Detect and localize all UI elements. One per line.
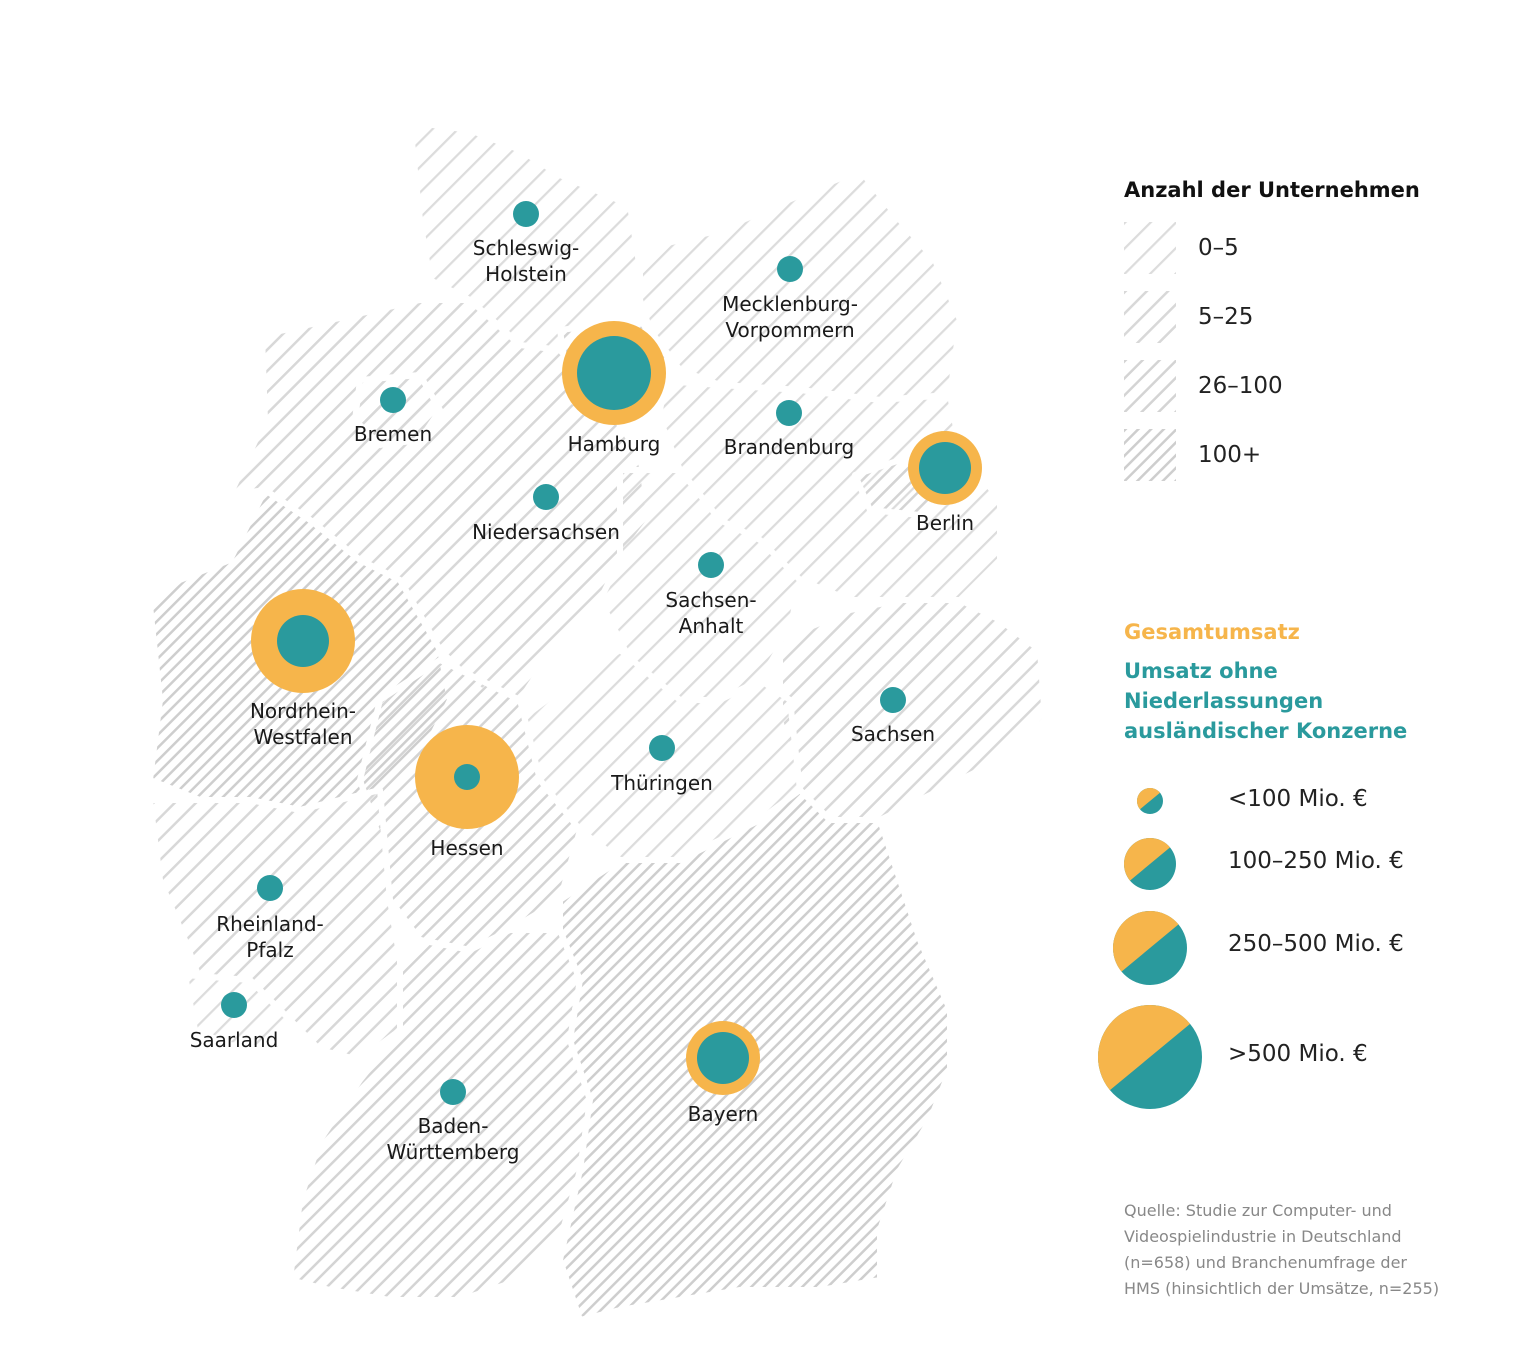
- region-label-be-line-1: Berlin: [916, 511, 974, 535]
- revenue-subtitle-line-2: Niederlassungen: [1124, 689, 1324, 713]
- company-count-legend-title: Anzahl der Unternehmen: [1124, 178, 1420, 202]
- region-label-ni-line-1: Niedersachsen: [472, 520, 620, 544]
- hatch-swatch-100-plus: [1124, 428, 1176, 481]
- region-label-mv-line-1: Mecklenburg-: [722, 292, 858, 316]
- hatch-swatch-0-5: [1124, 221, 1176, 274]
- net-revenue-bubble-rp: [257, 875, 283, 901]
- net-revenue-bubble-bw: [440, 1079, 466, 1105]
- net-revenue-bubble-mv: [777, 256, 803, 282]
- size-label-250-500: 250–500 Mio. €: [1228, 931, 1404, 957]
- source-line-4: HMS (hinsichtlich der Umsätze, n=255): [1124, 1279, 1440, 1298]
- state-shape-mv: [637, 167, 963, 403]
- labels-layer: Schleswig-Holstein Mecklenburg-Vorpommern…: [190, 236, 974, 1164]
- source-line-2: Videospielindustrie in Deutschland: [1124, 1227, 1402, 1246]
- region-label-st-line-2: Anhalt: [679, 614, 744, 638]
- net-revenue-bubble-sn: [880, 687, 906, 713]
- region-label-bw-line-2: Württemberg: [387, 1140, 520, 1164]
- source-line-3: (n=658) und Branchenumfrage der: [1124, 1253, 1408, 1272]
- net-revenue-bubble-he: [454, 764, 480, 790]
- state-shape-sn: [777, 597, 1048, 823]
- region-label-by-line-1: Bayern: [688, 1102, 759, 1126]
- company-count-legend: Anzahl der Unternehmen 0–5 5–25 26–100 1…: [1124, 178, 1524, 496]
- region-label-st-line-1: Sachsen-: [665, 588, 756, 612]
- legend-row-0-5: 0–5: [1124, 206, 1524, 289]
- state-shape-bw: [287, 927, 593, 1303]
- region-label-nw-line-2: Westfalen: [253, 725, 352, 749]
- revenue-legend-subtitle: Umsatz ohne Niederlassungen ausländische…: [1124, 656, 1524, 746]
- net-revenue-bubble-hb: [380, 387, 406, 413]
- region-label-mv-line-2: Vorpommern: [725, 318, 854, 342]
- size-legend-half-2: [1113, 911, 1179, 972]
- revenue-subtitle-line-3: ausländischer Konzerne: [1124, 719, 1408, 743]
- net-revenue-bubble-ni: [533, 484, 559, 510]
- region-label-nw-line-1: Nordrhein-: [250, 699, 356, 723]
- bubbles-layer: [221, 201, 982, 1105]
- region-label-th-line-1: Thüringen: [610, 771, 713, 795]
- region-label-rp-line-1: Rheinland-: [216, 912, 324, 936]
- region-label-rp-line-2: Pfalz: [246, 938, 293, 962]
- net-revenue-bubble-sh: [513, 201, 539, 227]
- net-revenue-bubble-be: [919, 442, 971, 494]
- region-label-he-line-1: Hessen: [430, 836, 503, 860]
- size-label-gt500: >500 Mio. €: [1228, 1041, 1368, 1067]
- legend-row-5-25: 5–25: [1124, 275, 1524, 358]
- size-label-100-250: 100–250 Mio. €: [1228, 848, 1404, 874]
- net-revenue-bubble-sl: [221, 992, 247, 1018]
- state-shape-sh: [407, 119, 643, 353]
- legend-label-26-100: 26–100: [1198, 372, 1283, 399]
- net-revenue-bubble-st: [698, 552, 724, 578]
- size-legend-half-1: [1124, 838, 1171, 881]
- size-legend: [1098, 788, 1202, 1109]
- source-line-1: Quelle: Studie zur Computer- und: [1124, 1201, 1392, 1220]
- region-label-sh-line-1: Schleswig-: [473, 236, 579, 260]
- source-note: Quelle: Studie zur Computer- und Videosp…: [1124, 1198, 1524, 1302]
- size-legend-half-0: [1137, 788, 1161, 810]
- net-revenue-bubble-hh: [577, 336, 651, 410]
- region-label-sn-line-1: Sachsen: [851, 722, 935, 746]
- legend-label-100-plus: 100+: [1198, 441, 1262, 468]
- region-label-bb-line-1: Brandenburg: [724, 435, 855, 459]
- legend-row-100-plus: 100+: [1124, 413, 1524, 496]
- hatch-swatch-5-25: [1124, 290, 1176, 343]
- net-revenue-bubble-nw: [277, 615, 329, 667]
- region-label-sl-line-1: Saarland: [190, 1028, 279, 1052]
- revenue-subtitle-line-1: Umsatz ohne: [1124, 659, 1278, 683]
- legend-label-5-25: 5–25: [1198, 303, 1254, 330]
- net-revenue-bubble-th: [649, 735, 675, 761]
- region-label-sh-line-2: Holstein: [485, 262, 567, 286]
- region-label-hb-line-1: Bremen: [354, 422, 432, 446]
- hatch-swatch-26-100: [1124, 359, 1176, 412]
- legend-label-0-5: 0–5: [1198, 234, 1239, 261]
- size-legend-half-3: [1098, 1005, 1191, 1091]
- legend-row-26-100: 26–100: [1124, 344, 1524, 427]
- region-label-hh-line-1: Hamburg: [568, 432, 661, 456]
- size-label-lt100: <100 Mio. €: [1228, 786, 1368, 812]
- net-revenue-bubble-by: [697, 1032, 749, 1084]
- net-revenue-bubble-bb: [776, 400, 802, 426]
- region-label-bw-line-1: Baden-: [418, 1114, 489, 1138]
- revenue-legend-title: Gesamtumsatz: [1124, 620, 1300, 644]
